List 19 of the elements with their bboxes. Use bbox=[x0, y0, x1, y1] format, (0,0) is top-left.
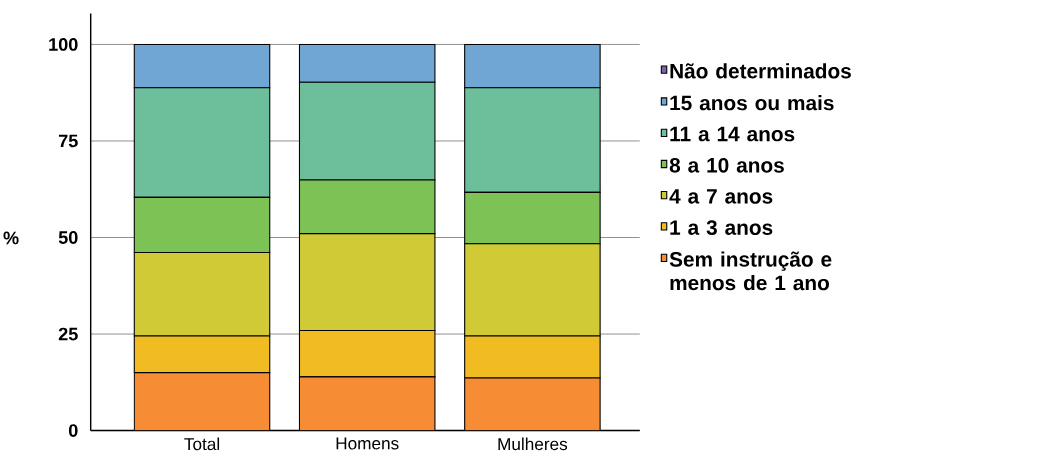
y-axis-title: % bbox=[3, 231, 19, 245]
y-tick-label: 100 bbox=[49, 37, 78, 51]
x-tick-label: Homens bbox=[336, 437, 399, 450]
legend-label: 8 a 10 anos bbox=[669, 157, 784, 173]
bar bbox=[464, 377, 601, 431]
bar bbox=[133, 371, 271, 431]
bar bbox=[298, 376, 436, 431]
x-tick-label: Mulheres bbox=[498, 437, 568, 450]
legend-label: 1 a 3 anos bbox=[670, 220, 773, 235]
x-tick-label: Total bbox=[184, 437, 220, 450]
y-tick-label: 25 bbox=[58, 327, 78, 341]
legend-label: 15 anos ou mais bbox=[670, 94, 834, 111]
legend-label: Não determinados bbox=[670, 63, 851, 79]
y-tick-label: 75 bbox=[58, 134, 78, 148]
legend-label: Sem instrução e menos de 1 ano bbox=[669, 251, 832, 291]
legend-label: 11 a 14 anos bbox=[670, 126, 795, 142]
y-tick-label: 0 bbox=[68, 424, 78, 437]
legend-label: 4 a 7 anos bbox=[669, 189, 773, 204]
y-tick-label: 50 bbox=[58, 230, 78, 244]
